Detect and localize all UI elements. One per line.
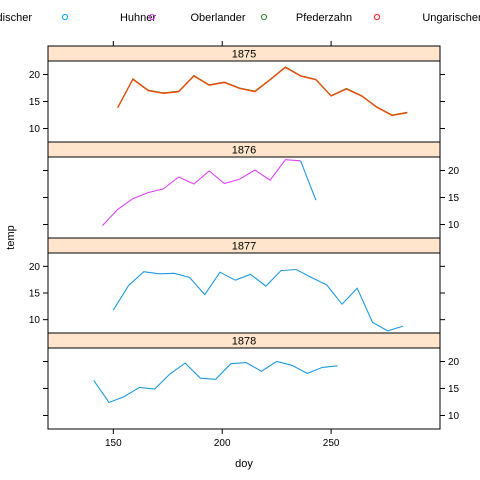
legend-label: Huhner	[120, 12, 156, 24]
panel-border	[47, 252, 441, 334]
y-tick-label: 15	[448, 193, 460, 204]
series-line	[300, 160, 317, 201]
strip-label: 1878	[232, 336, 256, 348]
y-tick-label: 10	[29, 315, 41, 326]
y-tick-label: 10	[448, 411, 460, 422]
x-tick-label: 200	[214, 438, 231, 449]
legend-marker	[373, 13, 381, 21]
strip-label: 1876	[232, 145, 256, 157]
x-tick-label: 250	[323, 438, 340, 449]
y-tick-label: 10	[29, 124, 41, 135]
legend-label: adischer	[0, 12, 32, 24]
legend-label: Oberlander	[190, 12, 245, 24]
y-tick-label: 20	[29, 262, 41, 273]
panel-1875: 1875	[47, 45, 441, 143]
axes: 10 15 20 10 15 20 10 15 20 10 15 20 150 200 250	[29, 41, 460, 449]
panels: 1875 1876 1877 1878	[47, 45, 441, 430]
series-line	[117, 66, 408, 116]
legend-label: Ungarischer	[422, 12, 480, 24]
strip-label: 1877	[232, 241, 256, 253]
series-line	[93, 360, 338, 404]
y-tick-label: 20	[29, 70, 41, 81]
y-tick-label: 20	[448, 166, 460, 177]
y-tick-label: 15	[29, 289, 41, 300]
panel-border	[47, 156, 441, 239]
series-line	[112, 268, 404, 332]
series-line	[102, 159, 301, 226]
panel-1877: 1877	[47, 237, 441, 334]
legend-marker	[61, 13, 69, 21]
legend-label: Pfederzahn	[296, 12, 352, 24]
legend-marker	[148, 13, 156, 21]
panel-border	[47, 347, 441, 430]
legend: adischer Huhner Oberlander Pfederzahn Ungari…	[0, 12, 480, 24]
panel-1876: 1876	[47, 141, 441, 239]
y-axis-title: temp	[5, 225, 17, 249]
x-axis-title: doy	[235, 458, 253, 470]
y-tick-label: 10	[448, 220, 460, 231]
panel-1878: 1878	[47, 332, 441, 430]
y-tick-label: 15	[29, 97, 41, 108]
series-line	[117, 66, 408, 117]
panel-border	[47, 60, 441, 143]
strip-label: 1875	[232, 49, 256, 61]
y-tick-label: 20	[448, 357, 460, 368]
y-tick-label: 15	[448, 384, 460, 395]
x-tick-label: 150	[105, 438, 122, 449]
legend-marker	[260, 13, 268, 21]
